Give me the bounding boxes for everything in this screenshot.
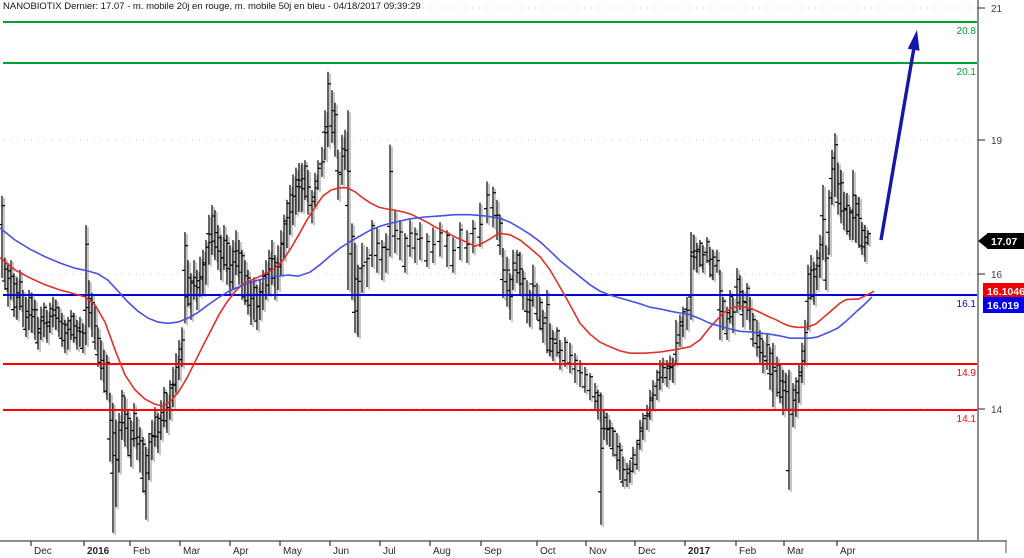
resistance-line-label: 20.8 xyxy=(957,26,977,37)
time-axis-label: Mar xyxy=(183,546,201,557)
price-tag xyxy=(983,297,1024,313)
trend-arrow-head xyxy=(907,30,920,51)
trend-arrow-shaft xyxy=(879,43,917,241)
price-tag-value: 17.07 xyxy=(991,236,1017,248)
time-axis-label: Nov xyxy=(589,546,607,557)
time-axis-label: Mar xyxy=(787,546,805,557)
price-tag-value: 16.1046 xyxy=(987,286,1024,298)
time-axis-label: Feb xyxy=(133,546,151,557)
price-tag xyxy=(987,233,1024,249)
price-axis-label: 21 xyxy=(991,4,1003,15)
time-axis-label: Feb xyxy=(739,546,757,557)
time-axis-label: May xyxy=(283,546,302,557)
price-axis-label: 14 xyxy=(991,405,1003,416)
price-axis-label: 19 xyxy=(991,136,1003,147)
price-axis-label: 16 xyxy=(991,270,1003,281)
time-axis-label: Oct xyxy=(540,546,556,557)
time-axis-label: Aug xyxy=(433,546,451,557)
time-axis-label: Sep xyxy=(484,546,502,557)
time-axis-label: Jul xyxy=(383,546,396,557)
time-axis-label: Jun xyxy=(333,546,349,557)
time-axis-label: 2017 xyxy=(688,546,711,557)
price-tag-value: 16.019 xyxy=(987,300,1019,312)
time-axis-label: 2016 xyxy=(87,546,110,557)
resistance-line-label: 20.1 xyxy=(957,67,977,78)
time-axis-label: Apr xyxy=(233,546,249,557)
ma50-line xyxy=(0,213,873,340)
time-axis-label: Apr xyxy=(840,546,856,557)
price-tag xyxy=(983,283,1024,299)
time-axis-label: Dec xyxy=(34,546,52,557)
time-axis-label: Dec xyxy=(638,546,656,557)
support-line-label: 14.9 xyxy=(957,368,977,379)
support-line-label: 16.1 xyxy=(957,299,977,310)
support-line-label: 14.1 xyxy=(957,414,977,425)
chart-title: NANOBIOTIX Dernier: 17.07 - m. mobile 20… xyxy=(3,1,421,12)
price-tag-pointer xyxy=(978,233,988,249)
ma20-line xyxy=(0,187,875,407)
